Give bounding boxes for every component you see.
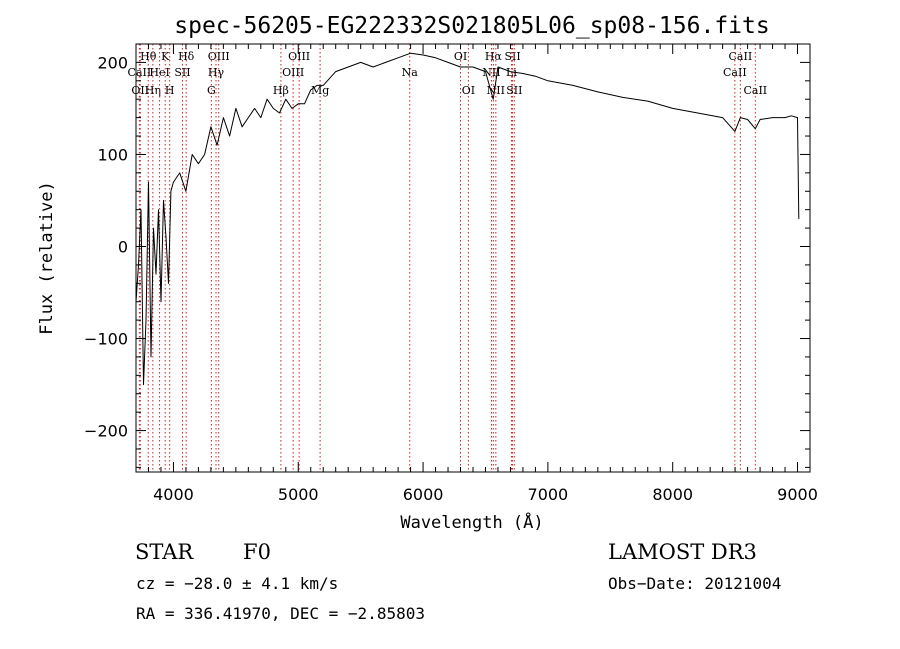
x-tick-label-1: 5000 [278,485,319,504]
spectral-line-label-8: SII [174,66,190,79]
x-tick-label-3: 7000 [528,485,569,504]
x-tick-label-4: 8000 [652,485,693,504]
spectral-line-label-24: SII [506,84,522,97]
spectral-line-label-19: Hα [485,50,503,63]
spectral-line-label-12: Hβ [273,84,289,97]
observation-date: Obs−Date: 20121004 [608,574,782,593]
spectral-line-label-16: Na [402,66,419,79]
y-tick-label-0: −200 [84,422,128,441]
spectrum-layer [135,52,800,386]
spectral-line-label-4: K [161,50,170,63]
spectral-line-label-22: SII [504,50,520,63]
plot-frame [135,43,811,473]
redshift-info: cz = −28.0 ± 4.1 km/s [136,574,339,593]
spectrum-chart: spec-56205-EG222332S021805L06_sp08-156.f… [37,13,818,533]
spectral-line-label-10: Hγ [208,66,225,79]
x-tick-label-2: 6000 [403,485,444,504]
axis-ticks: 4000 5000 6000 7000 8000 9000 −200 −100 0 100 200 [84,43,818,504]
spectral-line-label-27: CaII [743,84,767,97]
y-axis-label: Flux (relative) [37,181,57,335]
chart-title: spec-56205-EG222332S021805L06_sp08-156.f… [174,13,769,39]
spectral-line-label-0: Hθ [140,50,157,63]
y-tick-label-2: 0 [118,237,128,256]
spectral-line-label-26: CaII [723,66,747,79]
y-tick-label-4: 200 [97,53,128,72]
x-axis-label: Wavelength (Å) [400,511,543,533]
spectral-line-label-25: CaII [729,50,753,63]
coordinates-info: RA = 336.41970, DEC = −2.85803 [136,604,425,623]
spectral-line-label-14: OIII [282,66,304,79]
spectral-line-label-18: OI [462,84,475,97]
object-class: STAR [135,540,194,564]
survey-name: LAMOST DR3 [608,540,757,564]
spectral-line-label-23: Li [506,66,517,79]
spectral-line-label-7: Hδ [178,50,195,63]
spectral-line-label-6: H [165,84,175,97]
y-tick-label-3: 100 [97,145,128,164]
spectral-line-label-1: CaII [128,66,152,79]
spectrum-line [135,52,800,386]
spectral-line-label-13: OIII [288,50,310,63]
spectral-line-label-15: Mg [311,84,329,97]
x-tick-label-5: 9000 [777,485,818,504]
object-subclass: F0 [243,540,271,564]
x-tick-label-0: 4000 [153,485,194,504]
spectral-line-label-9: OIII [208,50,230,63]
spectral-line-label-17: OI [454,50,467,63]
y-tick-label-1: −100 [84,330,128,349]
spectral-line-label-11: G [207,84,216,97]
spectral-line-label-5: HeI [149,66,169,79]
spectral-line-label-3: Hη [145,84,161,97]
